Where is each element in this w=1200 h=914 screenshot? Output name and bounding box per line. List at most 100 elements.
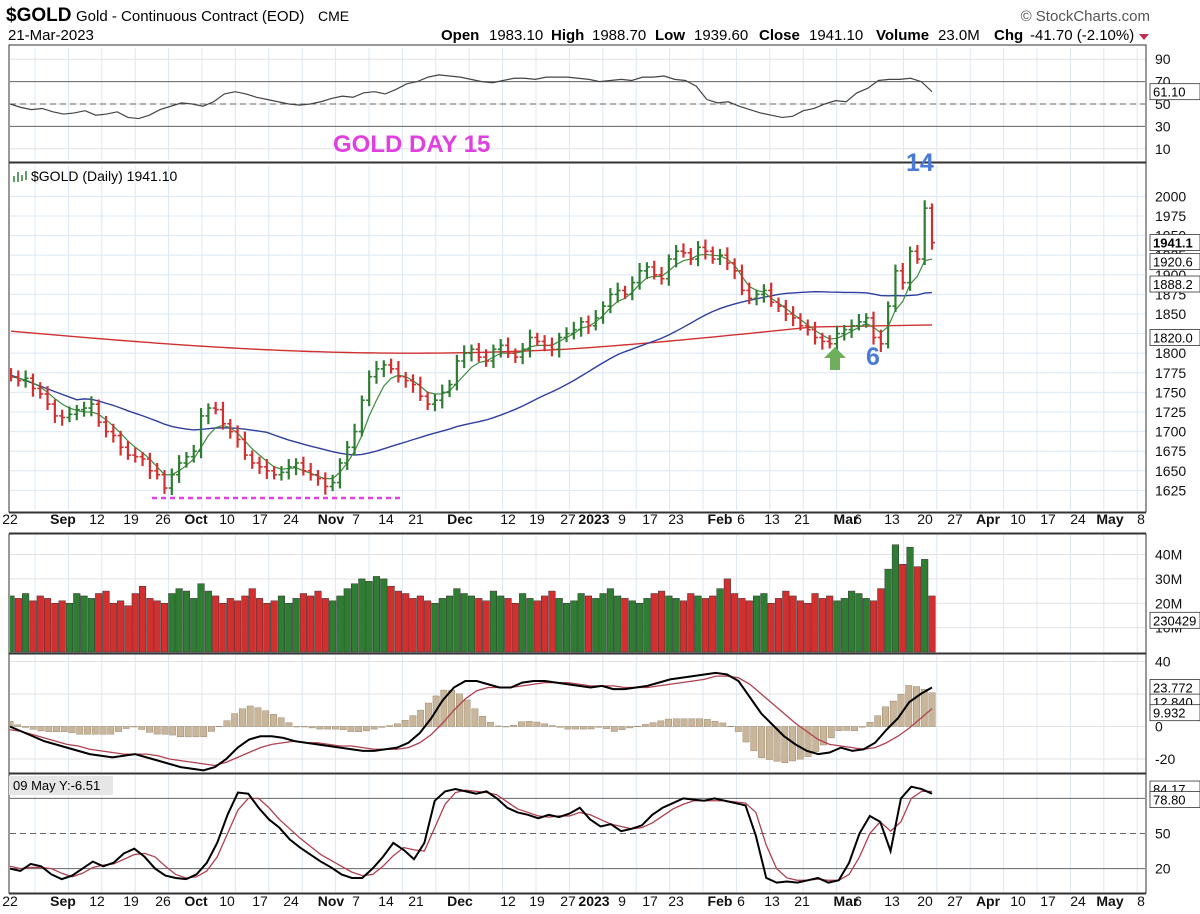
macd-histogram-bar bbox=[851, 726, 858, 731]
macd-line bbox=[10, 671, 933, 772]
x-tick-label: 17 bbox=[1040, 511, 1056, 527]
volume-bar bbox=[168, 593, 176, 653]
price-bar bbox=[804, 319, 811, 336]
price-bar bbox=[819, 332, 826, 350]
price-bar bbox=[329, 474, 336, 492]
overlay-readout-label: 09 May Y:-6.51 bbox=[13, 778, 100, 793]
price-bar bbox=[863, 313, 870, 328]
gold-day-title: GOLD DAY 15 bbox=[333, 131, 490, 158]
volume-tick-label: 20M bbox=[1155, 595, 1182, 611]
macd-histogram-bar bbox=[502, 726, 510, 728]
x-tick-label: 17 bbox=[252, 511, 268, 527]
stochastic-slow-tag: 78.80 bbox=[1153, 793, 1186, 808]
macd-histogram-bar bbox=[223, 720, 231, 727]
x-tick-label: 24 bbox=[1070, 511, 1086, 527]
volume-bar bbox=[745, 600, 753, 653]
volume-bar bbox=[51, 603, 59, 653]
price-bar bbox=[497, 339, 504, 358]
volume-bar bbox=[241, 595, 249, 653]
panel-border bbox=[8, 653, 1147, 774]
stochastic-tick-label: 50 bbox=[1155, 826, 1171, 842]
volume-bar bbox=[248, 588, 256, 653]
macd-histogram-bar bbox=[355, 726, 363, 732]
price-bar bbox=[768, 282, 775, 307]
x-tick-label: 2023 bbox=[578, 511, 609, 527]
ma-mid-tag-box bbox=[1149, 275, 1200, 293]
volume-bar bbox=[175, 588, 183, 653]
price-bar bbox=[322, 472, 329, 495]
volume-bar bbox=[87, 598, 95, 653]
price-bar bbox=[921, 200, 928, 265]
volume-bar bbox=[307, 595, 315, 653]
close-label: Close bbox=[759, 27, 800, 44]
rsi-tick-label: 10 bbox=[1155, 141, 1171, 157]
volume-bar bbox=[848, 590, 856, 653]
x-tick-label: 7 bbox=[352, 893, 360, 909]
price-bar bbox=[132, 447, 139, 463]
x-tick-label: Dec bbox=[447, 893, 473, 909]
volume-bar bbox=[562, 603, 571, 653]
price-bar bbox=[59, 409, 66, 426]
macd-histogram-bar bbox=[680, 718, 688, 727]
price-tick-label: 1725 bbox=[1155, 404, 1186, 420]
price-bar bbox=[44, 386, 51, 411]
price-bar bbox=[103, 415, 110, 438]
volume-bar bbox=[14, 598, 22, 653]
macd-histogram-bar bbox=[270, 714, 277, 727]
price-bar bbox=[190, 444, 197, 463]
price-bar bbox=[746, 282, 753, 305]
x-tick-label: 24 bbox=[283, 893, 299, 909]
x-tick-label: Dec bbox=[447, 511, 473, 527]
x-tick-label: 7 bbox=[352, 511, 360, 527]
x-tick-label: 17 bbox=[642, 893, 658, 909]
volume-panel bbox=[10, 544, 1145, 653]
macd-tick-label: -20 bbox=[1155, 751, 1175, 767]
macd-histogram-bar bbox=[29, 726, 37, 730]
volume-bar bbox=[102, 590, 110, 653]
volume-bar bbox=[687, 593, 695, 653]
price-bar bbox=[782, 299, 789, 322]
price-bar bbox=[775, 297, 782, 313]
macd-histogram-bar bbox=[153, 726, 161, 735]
volume-bar bbox=[438, 598, 446, 653]
macd-histogram-bar bbox=[107, 726, 115, 735]
price-bar bbox=[490, 344, 497, 369]
stochastic-slow-tag-box bbox=[1149, 791, 1200, 808]
volume-bar bbox=[10, 595, 15, 653]
macd-histogram-bar bbox=[424, 702, 432, 727]
x-tick-label: 13 bbox=[884, 893, 900, 909]
x-tick-label: 12 bbox=[500, 511, 516, 527]
macd-histogram-bar bbox=[339, 726, 347, 730]
grid-lines bbox=[34, 48, 1138, 892]
volume-bar bbox=[446, 595, 454, 653]
price-bar bbox=[219, 401, 226, 430]
macd-histogram-bar bbox=[719, 722, 727, 727]
volume-bar bbox=[270, 600, 278, 653]
price-bar bbox=[907, 246, 914, 291]
price-bar bbox=[66, 406, 73, 423]
price-tick-label: 1700 bbox=[1155, 424, 1186, 440]
rsi-line bbox=[10, 74, 933, 120]
volume-bar bbox=[234, 600, 242, 653]
macd-histogram-bar bbox=[750, 726, 758, 752]
last-price-tag: 1941.1 bbox=[1153, 236, 1193, 251]
price-bar bbox=[760, 284, 767, 303]
x-tick-label: 10 bbox=[219, 893, 235, 909]
volume-bar bbox=[548, 590, 556, 653]
price-bar bbox=[424, 391, 431, 411]
volume-bar bbox=[541, 595, 549, 653]
volume-bar bbox=[212, 595, 220, 653]
price-bar bbox=[643, 262, 650, 280]
x-tick-label: 10 bbox=[1010, 893, 1026, 909]
volume-bar bbox=[731, 593, 739, 653]
macd-histogram-bar bbox=[758, 726, 765, 758]
price-bar bbox=[695, 241, 702, 267]
volume-bar bbox=[350, 583, 359, 653]
price-bar bbox=[738, 264, 745, 296]
volume-bar bbox=[643, 598, 651, 653]
volume-bar bbox=[387, 585, 395, 653]
x-tick-label: 17 bbox=[642, 511, 658, 527]
macd-histogram-bar bbox=[533, 721, 541, 727]
volume-bar bbox=[884, 568, 892, 653]
macd-histogram-bar bbox=[347, 726, 355, 732]
